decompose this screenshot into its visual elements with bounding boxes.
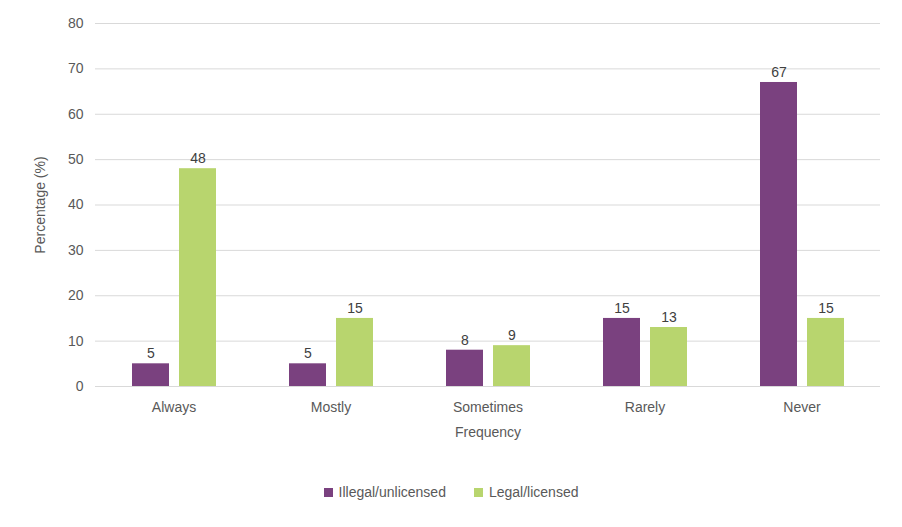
svg-text:10: 10 <box>68 333 84 349</box>
svg-text:Never: Never <box>783 399 821 415</box>
svg-text:48: 48 <box>190 150 206 166</box>
svg-text:Percentage (%): Percentage (%) <box>32 156 48 253</box>
svg-text:15: 15 <box>614 300 630 316</box>
svg-text:5: 5 <box>147 345 155 361</box>
svg-text:15: 15 <box>347 300 363 316</box>
svg-text:50: 50 <box>68 151 84 167</box>
html-text:Illegal/unlicensed: Illegal/unlicensed <box>338 484 446 500</box>
svg-text:8: 8 <box>461 332 469 348</box>
svg-text:Mostly: Mostly <box>311 399 351 415</box>
html-text:Legal/licensed: Legal/licensed <box>488 484 579 500</box>
svg-text:60: 60 <box>68 106 84 122</box>
svg-text:Frequency: Frequency <box>455 424 521 440</box>
svg-text:67: 67 <box>771 64 787 80</box>
svg-text:80: 80 <box>68 15 84 31</box>
svg-text:13: 13 <box>661 309 677 325</box>
svg-text:30: 30 <box>68 242 84 258</box>
svg-text:Rarely: Rarely <box>625 399 665 415</box>
svg-text:40: 40 <box>68 196 84 212</box>
svg-text:Always: Always <box>152 399 196 415</box>
svg-text:Sometimes: Sometimes <box>453 399 523 415</box>
svg-text:20: 20 <box>68 287 84 303</box>
svg-text:70: 70 <box>68 60 84 76</box>
svg-text:9: 9 <box>508 327 516 343</box>
svg-text:15: 15 <box>818 300 834 316</box>
svg-text:5: 5 <box>304 345 312 361</box>
svg-text:0: 0 <box>76 378 84 394</box>
